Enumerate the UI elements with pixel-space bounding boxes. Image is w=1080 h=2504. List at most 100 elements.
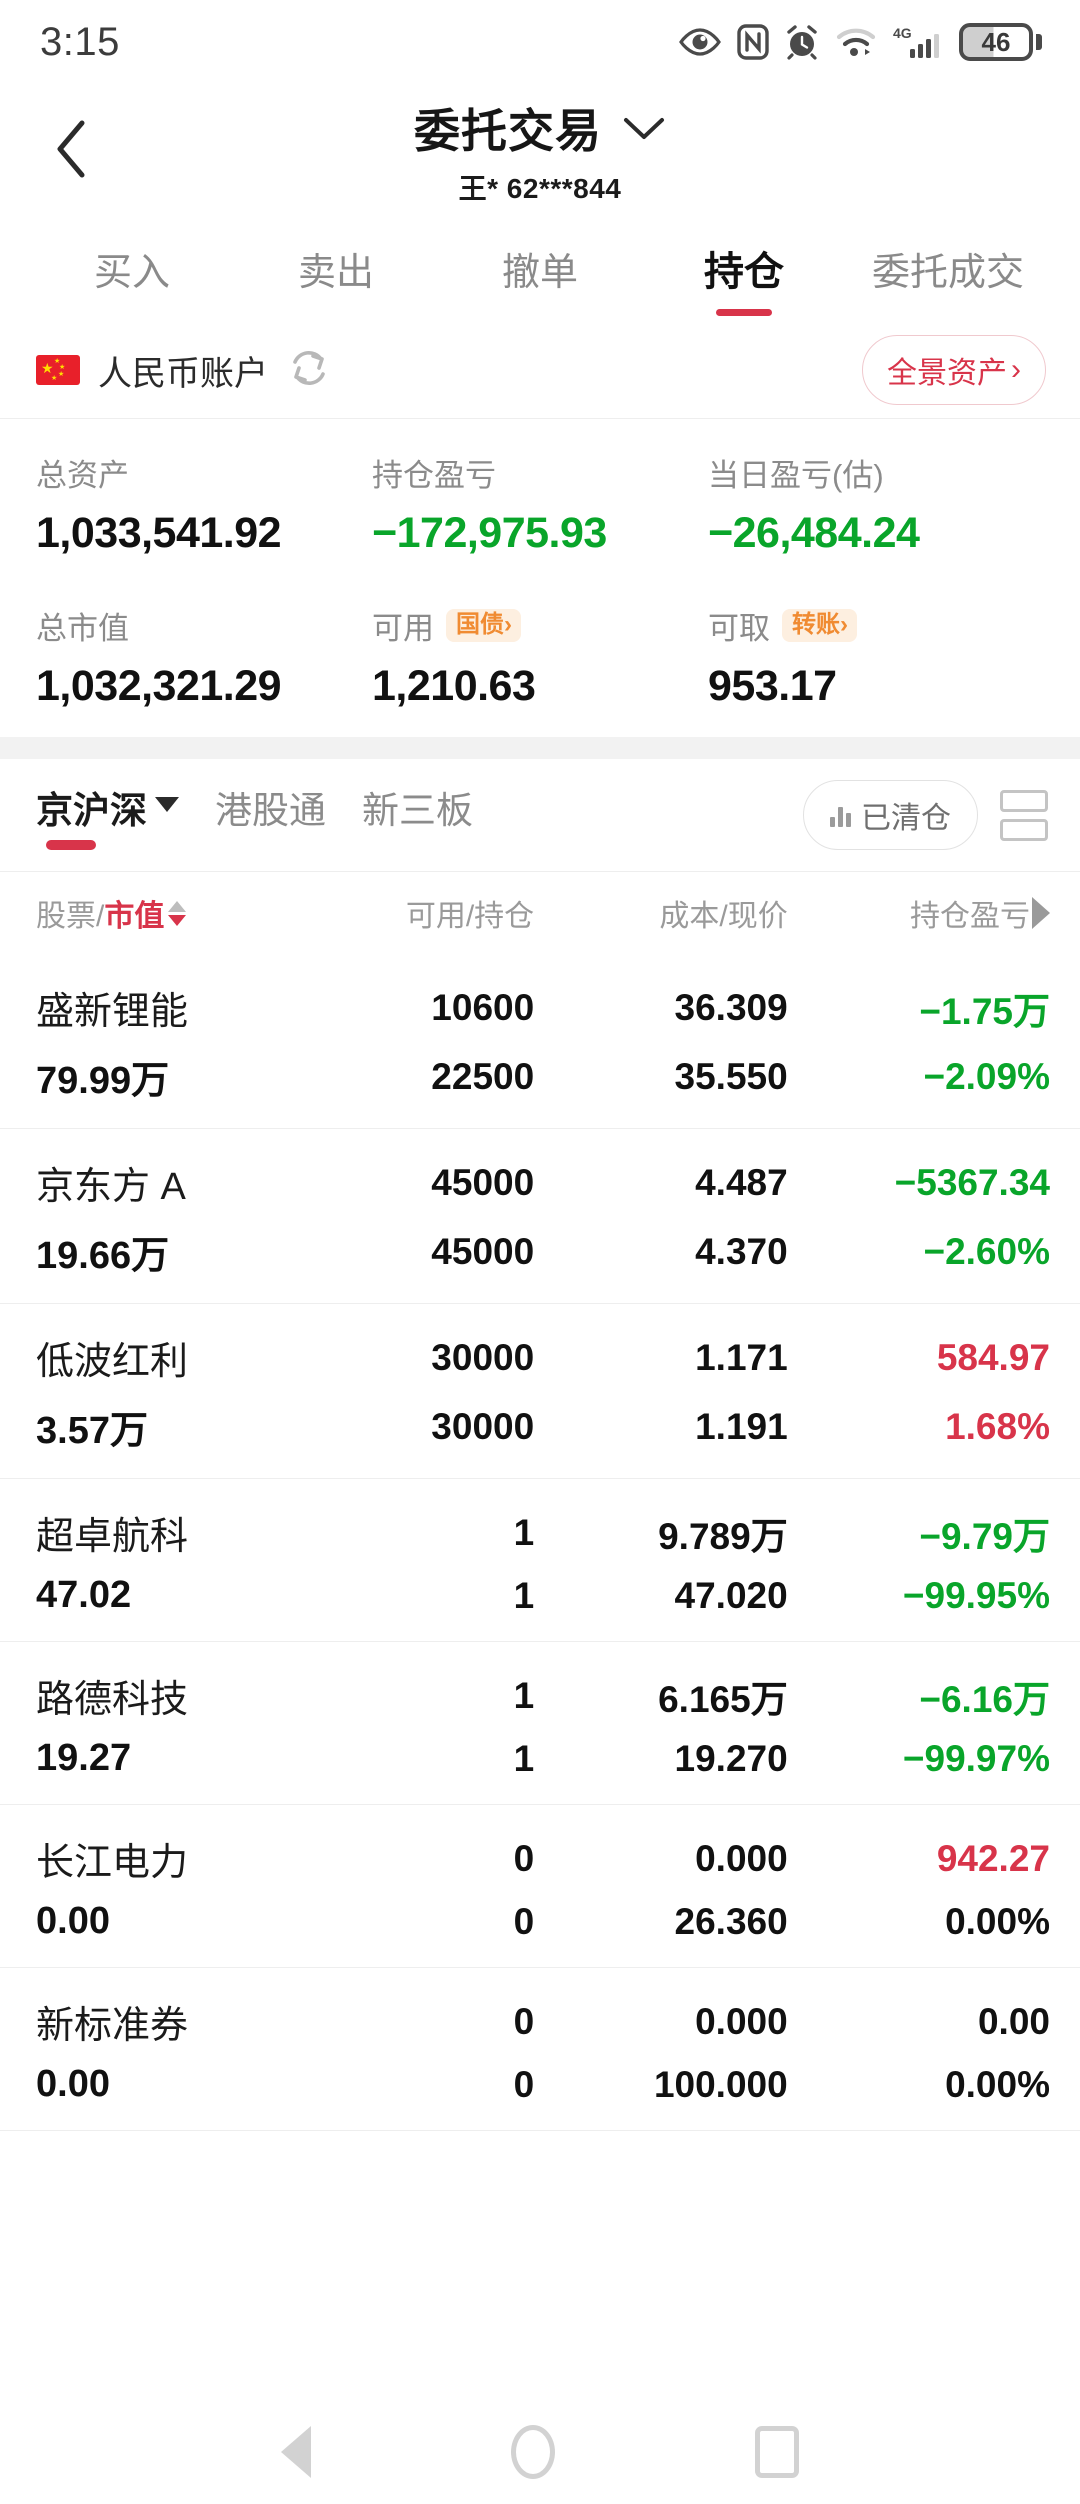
tab-holdings[interactable]: 持仓 <box>642 214 846 322</box>
cell-available: 0 <box>513 1837 535 1879</box>
eye-care-icon <box>679 27 721 57</box>
market-tab-jhs-label: 京沪深 <box>36 790 147 831</box>
cell-holding: 45000 <box>431 1230 535 1272</box>
signal-icon: 4G <box>893 25 943 59</box>
market-tab-jhs[interactable]: 京沪深 <box>36 780 179 850</box>
table-row[interactable]: 京东方 A 45000 4.487 −5367.34 19.66万 45000 4.370 −… <box>0 1129 1080 1304</box>
tab-sell-label: 卖出 <box>297 251 374 294</box>
battery-icon: 46 <box>959 23 1042 61</box>
table-row[interactable]: 长江电力 0 0.000 942.27 0.00 0 26.360 0.00% <box>0 1805 1080 1968</box>
market-tab-neeq[interactable]: 新三板 <box>362 780 473 850</box>
cell-pnl-pct: 0.00% <box>945 2063 1050 2105</box>
alarm-icon <box>785 24 819 60</box>
market-tab-active-underline <box>46 840 96 850</box>
cell-pnl: −6.16万 <box>919 1678 1050 1720</box>
bond-badge[interactable]: 国债› <box>446 608 521 642</box>
transfer-badge[interactable]: 转账› <box>782 608 857 642</box>
cell-pnl-pct: −99.95% <box>902 1574 1050 1616</box>
divider-account <box>0 418 1080 419</box>
header-marketvalue-label: 市值 <box>104 900 165 933</box>
arrow-right-icon[interactable] <box>1032 897 1050 929</box>
table-row-line-secondary: 3.57万 30000 1.191 1.68% <box>36 1399 1050 1454</box>
header-stock-marketvalue[interactable]: 股票/ 市值 <box>36 891 295 935</box>
table-row[interactable]: 低波红利 30000 1.171 584.97 3.57万 30000 1.191 1.68% <box>0 1304 1080 1479</box>
holdings-table-body: 盛新锂能 10600 36.309 −1.75万 79.99万 22500 35.550 −2… <box>0 954 1080 2131</box>
cell-market-value: 47.02 <box>36 1574 132 1616</box>
caret-down-icon <box>155 796 179 812</box>
summary-row-2: 总市值 1,032,321.29 可用 国债› 1,210.63 可取 转账› … <box>0 602 1080 711</box>
table-row[interactable]: 路德科技 1 6.165万 −6.16万 19.27 1 19.270 −99.97% <box>0 1642 1080 1805</box>
panorama-assets-label: 全景资产 <box>887 357 1007 390</box>
cell-available: 1 <box>513 1511 535 1553</box>
nav-recents-icon[interactable] <box>755 2426 799 2478</box>
table-row-line-secondary: 79.99万 22500 35.550 −2.09% <box>36 1049 1050 1104</box>
refresh-icon[interactable] <box>286 345 332 396</box>
summary-daily-pnl-value: −26,484.24 <box>708 509 920 557</box>
cell-stock-name: 路德科技 <box>36 1679 189 1721</box>
header-available-holding[interactable]: 可用/持仓 <box>295 891 549 935</box>
summary-row-1: 总资产 1,033,541.92 持仓盈亏 −172,975.93 当日盈亏(估… <box>0 449 1080 558</box>
cleared-positions-label: 已清仓 <box>861 802 951 835</box>
cell-pnl: 0.00 <box>977 2000 1050 2042</box>
cell-available: 30000 <box>431 1336 535 1378</box>
chevron-right-icon: › <box>1011 353 1021 386</box>
cell-cost: 36.309 <box>674 986 788 1028</box>
tab-buy[interactable]: 买入 <box>30 214 234 322</box>
cell-holding: 1 <box>513 1737 535 1779</box>
summary-position-pnl-value: −172,975.93 <box>372 509 607 557</box>
table-row[interactable]: 新标准券 0 0.000 0.00 0.00 0 100.000 0.00% <box>0 1968 1080 2131</box>
list-layout-icon[interactable] <box>1000 789 1048 841</box>
market-tab-hkconnect[interactable]: 港股通 <box>215 780 326 850</box>
cell-cost: 1.171 <box>695 1336 788 1378</box>
cell-holding: 30000 <box>431 1405 535 1447</box>
summary-available-label: 可用 国债› <box>372 602 708 648</box>
table-row-line-primary: 新标准券 0 0.000 0.00 <box>36 1994 1050 2049</box>
wifi-icon <box>835 26 877 58</box>
cell-cost: 0.000 <box>695 2000 788 2042</box>
cell-price: 26.360 <box>674 1900 788 1942</box>
title-bar: 委托交易 王* 62***844 <box>0 84 1080 214</box>
summary-market-value-value: 1,032,321.29 <box>36 662 282 710</box>
table-row[interactable]: 超卓航科 1 9.789万 −9.79万 47.02 1 47.020 −99.95% <box>0 1479 1080 1642</box>
market-tab-hkconnect-label: 港股通 <box>215 790 326 831</box>
nav-back-icon[interactable] <box>281 2426 311 2478</box>
cell-market-value: 79.99万 <box>36 1060 170 1102</box>
cell-price: 1.191 <box>695 1405 788 1447</box>
table-row-line-secondary: 19.66万 45000 4.370 −2.60% <box>36 1224 1050 1279</box>
cell-cost: 9.789万 <box>658 1515 788 1557</box>
sort-indicator-icon[interactable] <box>168 900 187 926</box>
nav-home-icon[interactable] <box>511 2425 555 2479</box>
tab-cancel-order[interactable]: 撤单 <box>438 214 642 322</box>
panorama-assets-button[interactable]: 全景资产 › <box>862 335 1046 405</box>
bar-chart-icon <box>830 803 851 827</box>
cell-available: 45000 <box>431 1161 535 1203</box>
table-row-line-primary: 超卓航科 1 9.789万 −9.79万 <box>36 1505 1050 1560</box>
table-row-line-primary: 路德科技 1 6.165万 −6.16万 <box>36 1668 1050 1723</box>
divider-market <box>0 871 1080 872</box>
summary-withdrawable: 可取 转账› 953.17 <box>708 602 1044 711</box>
cell-pnl-pct: 0.00% <box>945 1900 1050 1942</box>
table-row[interactable]: 盛新锂能 10600 36.309 −1.75万 79.99万 22500 35.550 −2… <box>0 954 1080 1129</box>
cell-pnl: 584.97 <box>936 1336 1050 1378</box>
table-row-line-secondary: 19.27 1 19.270 −99.97% <box>36 1737 1050 1780</box>
cleared-positions-button[interactable]: 已清仓 <box>803 780 978 850</box>
back-button[interactable] <box>34 111 110 187</box>
header-cost-price[interactable]: 成本/现价 <box>548 891 806 935</box>
nfc-icon <box>737 24 769 60</box>
header-position-pnl[interactable]: 持仓盈亏 <box>806 891 1050 935</box>
title-row[interactable]: 委托交易 <box>414 95 666 161</box>
cell-available: 0 <box>513 2000 535 2042</box>
chevron-down-icon[interactable] <box>622 114 666 142</box>
cell-pnl: −5367.34 <box>894 1161 1050 1203</box>
market-actions: 已清仓 <box>803 780 1048 850</box>
tab-sell[interactable]: 卖出 <box>234 214 438 322</box>
cell-market-value: 3.57万 <box>36 1410 148 1452</box>
tab-entrust-deal[interactable]: 委托成交 <box>846 214 1050 322</box>
cell-stock-name: 长江电力 <box>36 1842 189 1884</box>
cell-pnl-pct: −2.60% <box>923 1230 1050 1272</box>
table-row-line-primary: 长江电力 0 0.000 942.27 <box>36 1831 1050 1886</box>
svg-text:4G: 4G <box>893 25 912 41</box>
tab-cancel-order-label: 撤单 <box>501 251 578 294</box>
cell-stock-name: 京东方 A <box>36 1166 186 1208</box>
summary-available: 可用 国债› 1,210.63 <box>372 602 708 711</box>
